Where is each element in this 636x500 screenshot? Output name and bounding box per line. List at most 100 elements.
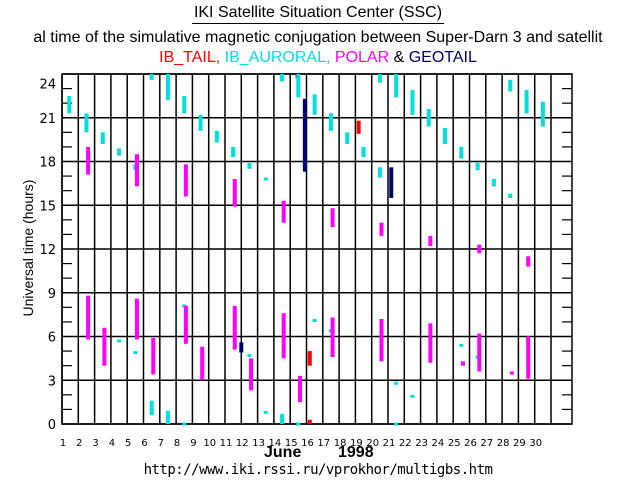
bar-polar (297, 375, 302, 403)
bar-polar (200, 346, 205, 381)
bar-ib-auroral (443, 127, 448, 144)
bar-polar (232, 305, 237, 350)
bar-ib-auroral (280, 413, 285, 424)
bar-polar (151, 337, 156, 375)
x-tick-label: 25 (448, 438, 461, 449)
bar-polar (509, 371, 514, 375)
bar-polar (460, 361, 465, 366)
x-tick-label: 17 (317, 438, 330, 449)
bar-ib-auroral (247, 162, 252, 169)
y-tick-label: 9 (48, 287, 56, 302)
x-tick-label: 12 (236, 438, 249, 449)
bar-ib-tail (307, 351, 312, 366)
bar-polar (379, 222, 384, 236)
x-tick-label: 16 (301, 438, 314, 449)
bar-ib-auroral (117, 148, 122, 156)
bar-ib-auroral (263, 177, 268, 181)
bar-ib-auroral (198, 114, 203, 131)
bar-polar (86, 146, 91, 175)
y-tick-label: 18 (39, 156, 56, 171)
x-tick-label: 23 (415, 438, 428, 449)
x-tick-label: 30 (529, 438, 542, 449)
bar-polar (102, 327, 107, 366)
x-tick-label: 29 (513, 438, 526, 449)
bar-ib-auroral (491, 179, 496, 187)
bar-ib-auroral (263, 410, 268, 414)
x-tick-label: 9 (190, 438, 196, 449)
x-tick-label: 20 (366, 438, 379, 449)
legend-ampersand: & (389, 49, 409, 66)
x-tick-label: 14 (269, 438, 282, 449)
chart-title: IKI Satellite Situation Center (SSC) (0, 4, 636, 24)
legend-ib-auroral: IB_AURORAL, (220, 49, 331, 66)
bar-polar (428, 323, 433, 363)
bar-polar (86, 295, 91, 340)
x-tick-label: 15 (285, 438, 298, 449)
bar-polar (379, 319, 384, 362)
bar-ib-auroral (149, 400, 154, 416)
chart-subtitle: al time of the simulative magnetic conju… (33, 29, 603, 46)
x-tick-label: 4 (109, 438, 115, 449)
bar-ib-tail (307, 419, 312, 424)
bar-ib-auroral (67, 95, 72, 114)
bar-ib-auroral (377, 167, 382, 178)
bar-ib-auroral (410, 394, 415, 398)
bar-ib-auroral (394, 422, 399, 426)
x-tick-label: 5 (125, 438, 131, 449)
bar-polar (281, 200, 286, 223)
bar-ib-auroral (117, 339, 122, 343)
x-tick-label: 7 (158, 438, 164, 449)
bar-ib-auroral (165, 410, 170, 424)
bar-ib-auroral (214, 130, 219, 143)
bar-ib-auroral (508, 79, 513, 92)
y-tick-label: 12 (39, 243, 56, 258)
bar-polar (477, 333, 482, 372)
y-tick-label: 24 (39, 78, 56, 93)
bar-ib-auroral (410, 90, 415, 115)
legend-ib-tail: IB_TAIL, (159, 49, 221, 66)
x-tick-label: 13 (252, 438, 265, 449)
y-tick-label: 3 (48, 374, 56, 389)
bar-polar (477, 244, 482, 254)
bar-ib-auroral (231, 146, 236, 158)
bar-ib-auroral (247, 354, 252, 357)
source-url: http://www.iki.rssi.ru/vprokhor/multigbs… (143, 462, 493, 478)
x-tick-label: 24 (432, 438, 445, 449)
bar-polar (183, 164, 188, 197)
x-tick-label: 18 (334, 438, 347, 449)
bar-polar (281, 313, 286, 359)
x-tick-label: 11 (220, 438, 233, 449)
y-tick-label: 0 (48, 418, 56, 433)
bar-ib-auroral (345, 132, 350, 144)
x-tick-label: 28 (497, 438, 510, 449)
bar-ib-auroral (524, 90, 529, 114)
legend-geotail: GEOTAIL (408, 49, 477, 66)
bar-ib-auroral (312, 319, 317, 322)
bar-ib-auroral (475, 162, 480, 171)
x-tick-label: 6 (141, 438, 147, 449)
bar-ib-auroral (100, 132, 105, 144)
bar-polar (134, 298, 139, 340)
x-axis-month: June (264, 444, 302, 461)
y-tick-label: 21 (39, 112, 56, 127)
bar-ib-auroral (540, 101, 545, 127)
bar-ib-tail (356, 120, 361, 134)
x-tick-label: 2 (76, 438, 82, 449)
x-tick-label: 8 (174, 438, 180, 449)
bar-ib-auroral (394, 381, 399, 385)
y-tick-label: 6 (48, 331, 56, 346)
bar-ib-auroral (377, 74, 382, 83)
bar-ib-auroral (459, 146, 464, 159)
bar-ib-auroral (459, 343, 464, 347)
x-tick-label: 10 (203, 438, 216, 449)
x-tick-label: 26 (464, 438, 477, 449)
x-tick-label: 22 (399, 438, 412, 449)
plot-frame (61, 73, 573, 425)
bar-polar (428, 235, 433, 247)
bar-ib-auroral (328, 113, 333, 131)
bar-geotail (389, 167, 394, 198)
bar-ib-auroral (280, 74, 285, 82)
legend-polar: POLAR (330, 49, 390, 66)
x-axis-year: 1998 (338, 444, 374, 461)
